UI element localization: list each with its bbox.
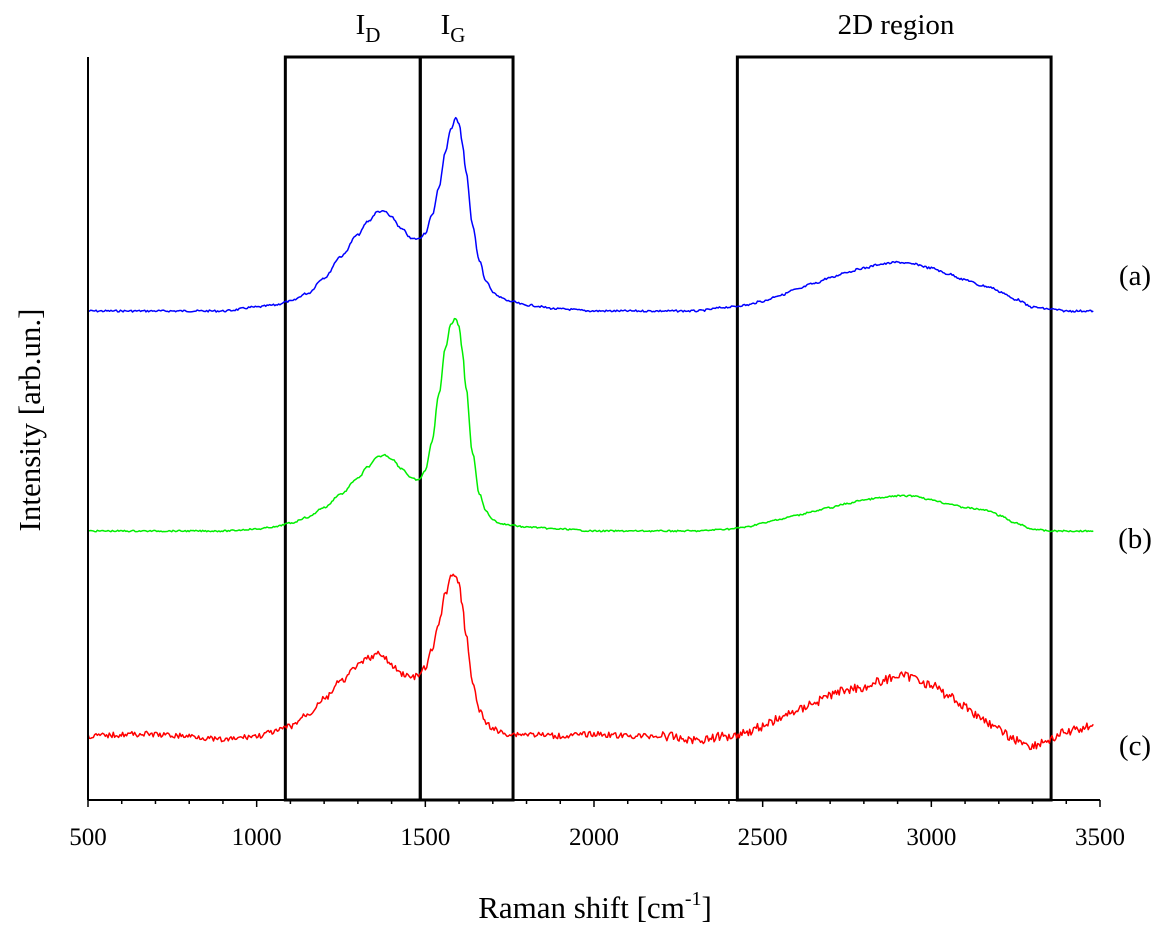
- region-label-1: IG: [441, 9, 466, 47]
- spectrum-line-b: [87, 317, 1094, 533]
- spectrum-line-a: [87, 116, 1094, 313]
- x-tick-label: 3000: [906, 824, 956, 851]
- x-tick-label: 3500: [1075, 824, 1125, 851]
- series-label-a: (a): [1119, 260, 1151, 292]
- region-label-0: ID: [356, 9, 381, 47]
- x-tick-label: 1500: [400, 824, 450, 851]
- series-label-c: (c): [1119, 730, 1151, 762]
- x-tick-label: 500: [69, 824, 107, 851]
- region-label-2: 2D region: [838, 9, 955, 41]
- spectrum-traces: [87, 116, 1094, 751]
- region-box-0: [283, 55, 422, 802]
- series-label-b: (b): [1118, 523, 1152, 555]
- labels: 500 1000 1500 2000 2500 3000 3500 Raman shift […: [12, 9, 1152, 925]
- x-tick-label: 2000: [569, 824, 619, 851]
- y-axis-title: Intensity [arb.un.]: [12, 309, 47, 532]
- x-tick-label: 1000: [232, 824, 282, 851]
- region-boxes: [283, 55, 1053, 802]
- region-box-2: [735, 55, 1053, 802]
- x-axis-title: Raman shift [cm-1]: [478, 888, 712, 925]
- x-tick-label: 2500: [738, 824, 788, 851]
- spectrum-line-c: [87, 573, 1094, 751]
- axes: [87, 57, 1101, 807]
